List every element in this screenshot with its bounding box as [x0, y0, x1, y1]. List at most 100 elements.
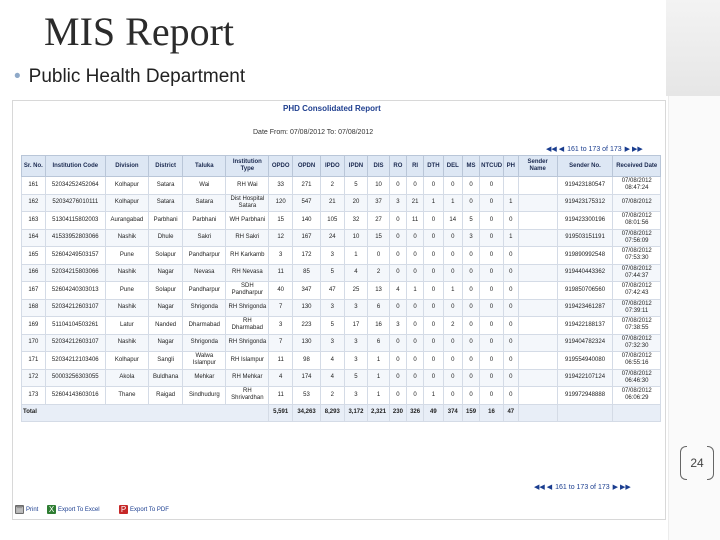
- table-cell: Walwa Islampur: [182, 351, 227, 370]
- table-cell: 40: [268, 281, 294, 300]
- total-cell: 159: [461, 403, 481, 422]
- table-row: 173 52604143603016 Thane Raigad Sindhudurg RH…: [21, 386, 661, 405]
- table-cell: Dharmabad: [182, 316, 227, 335]
- table-row: 161 52034252452064 Kolhapur Satara Wai RH Wai…: [21, 176, 661, 195]
- column-header: PH: [502, 155, 519, 177]
- table-cell: Nagar: [147, 298, 184, 317]
- table-cell: [517, 351, 558, 370]
- table-cell: 10: [367, 176, 390, 195]
- table-cell: 0: [405, 333, 425, 352]
- table-cell: [517, 246, 558, 265]
- table-cell: 0: [442, 333, 463, 352]
- table-cell: 07/08/2012: [612, 193, 661, 212]
- table-cell: 0: [405, 176, 425, 195]
- table-cell: 919850706560: [556, 281, 614, 300]
- table-cell: Sakri: [182, 228, 227, 247]
- table-cell: 4: [268, 368, 294, 387]
- table-cell: 919423175312: [556, 193, 614, 212]
- table-cell: 0: [367, 246, 390, 265]
- total-cell: 34,263: [292, 403, 321, 422]
- print-button[interactable]: ▤ Print: [15, 505, 38, 514]
- table-cell: Kolhapur: [104, 193, 149, 212]
- next-page-icon[interactable]: ▶: [612, 484, 618, 491]
- table-cell: 0: [502, 211, 519, 230]
- last-page-icon[interactable]: ▶▶: [631, 146, 643, 153]
- table-cell: 1: [367, 368, 390, 387]
- last-page-icon[interactable]: ▶▶: [619, 484, 631, 491]
- table-cell: Shrigonda: [182, 333, 227, 352]
- table-cell: 0: [479, 316, 504, 335]
- column-header: DTH: [423, 155, 444, 177]
- report-footer-actions: ▤ Print X Export To Excel P Export To PD…: [13, 503, 665, 518]
- table-cell: 0: [388, 263, 408, 282]
- column-header: OPDO: [268, 155, 294, 177]
- table-cell: 12: [268, 228, 294, 247]
- table-cell: Buldhana: [147, 368, 184, 387]
- table-cell: 0: [388, 176, 408, 195]
- total-cell: 5,591: [268, 403, 294, 422]
- table-cell: 0: [502, 316, 519, 335]
- prev-page-icon[interactable]: ◀: [546, 484, 553, 491]
- table-cell: 919422188137: [556, 316, 614, 335]
- table-cell: Latur: [104, 316, 149, 335]
- total-cell: 16: [479, 403, 504, 422]
- first-page-icon[interactable]: ◀◀: [534, 484, 545, 491]
- export-excel-button[interactable]: X Export To Excel: [47, 505, 100, 514]
- export-pdf-button[interactable]: P Export To PDF: [119, 505, 169, 514]
- table-cell: [517, 316, 558, 335]
- table-cell: 271: [292, 176, 321, 195]
- next-page-icon[interactable]: ▶: [624, 146, 630, 153]
- table-cell: WH Parbhani: [225, 211, 270, 230]
- table-cell: 0: [479, 246, 504, 265]
- table-cell: 0: [442, 386, 463, 405]
- table-cell: Solapur: [147, 281, 184, 300]
- prev-page-icon[interactable]: ◀: [558, 146, 565, 153]
- table-cell: 919440443362: [556, 263, 614, 282]
- column-header: RO: [388, 155, 408, 177]
- table-cell: 17: [343, 316, 369, 335]
- column-header: MS: [461, 155, 481, 177]
- table-cell: Mehkar: [182, 368, 227, 387]
- table-cell: 4: [388, 281, 408, 300]
- report-date-range: Date From: 07/08/2012 To: 07/08/2012: [253, 129, 374, 136]
- table-cell: 130: [292, 298, 321, 317]
- table-cell: 0: [461, 298, 481, 317]
- table-cell: 0: [479, 351, 504, 370]
- table-body: 161 52034252452064 Kolhapur Satara Wai RH Wai…: [20, 176, 661, 422]
- table-cell: 0: [423, 333, 444, 352]
- table-cell: 1: [502, 228, 519, 247]
- table-cell: 2: [442, 316, 463, 335]
- table-cell: 0: [423, 351, 444, 370]
- table-cell: 10: [343, 228, 369, 247]
- table-cell: 52034215803066: [44, 263, 106, 282]
- table-cell: 0: [461, 246, 481, 265]
- total-cell: 3,172: [343, 403, 369, 422]
- table-cell: 3: [343, 386, 369, 405]
- table-cell: 4: [319, 351, 345, 370]
- table-cell: 1: [343, 246, 369, 265]
- table-cell: 1: [423, 386, 444, 405]
- table-cell: 4: [343, 263, 369, 282]
- column-header: Received Date: [612, 155, 661, 177]
- table-cell: Dist Hospital Satara: [225, 193, 270, 212]
- table-cell: 3: [388, 193, 408, 212]
- table-cell: 52604240303013: [44, 281, 106, 300]
- first-page-icon[interactable]: ◀◀: [546, 146, 557, 153]
- column-header: Taluka: [182, 155, 227, 177]
- table-cell: RH Mehkar: [225, 368, 270, 387]
- table-cell: 5: [319, 263, 345, 282]
- table-cell: 0: [502, 368, 519, 387]
- excel-icon: X: [47, 505, 56, 514]
- total-empty-cell: [612, 403, 661, 422]
- table-row: 171 52034212103406 Kolhapur Sangli Walwa Isl…: [21, 351, 661, 370]
- bullet-dot-icon: •: [14, 66, 21, 87]
- slide-bullet-text: Public Health Department: [28, 66, 246, 87]
- table-cell: 0: [442, 368, 463, 387]
- table-cell: 5: [461, 211, 481, 230]
- table-cell: 0: [461, 281, 481, 300]
- table-cell: 0: [461, 176, 481, 195]
- table-cell: 547: [292, 193, 321, 212]
- table-cell: 21: [405, 193, 425, 212]
- page-number: 24: [680, 446, 714, 480]
- table-cell: 0: [479, 176, 504, 195]
